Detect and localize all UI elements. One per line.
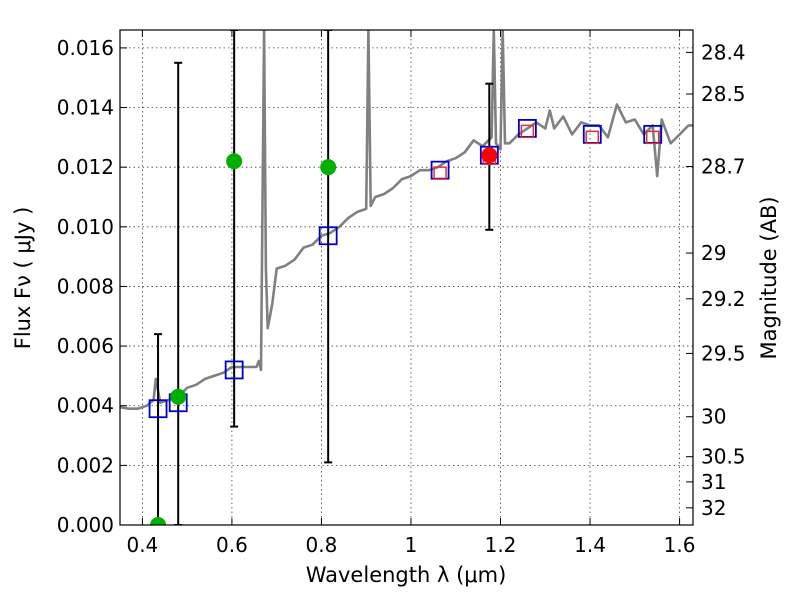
x-tick-label: 1.2 bbox=[485, 533, 517, 557]
photometry-point bbox=[226, 153, 243, 170]
y2-tick-label: 32 bbox=[701, 496, 726, 520]
x-tick-label: 0.8 bbox=[306, 533, 338, 557]
x-tick-label: 1 bbox=[405, 533, 418, 557]
model-flux-square bbox=[224, 360, 244, 380]
y2-axis-label: Magnitude (AB) bbox=[757, 196, 781, 359]
y-tick-label: 0.016 bbox=[57, 36, 114, 60]
x-tick-label: 0.4 bbox=[126, 533, 158, 557]
model-flux-square bbox=[148, 399, 168, 419]
plot-frame bbox=[119, 29, 694, 526]
y-tick-label: 0.004 bbox=[57, 394, 114, 418]
y2-tick-label: 28.4 bbox=[701, 40, 746, 64]
y2-tick-label: 30.5 bbox=[701, 445, 746, 469]
y-tick-label: 0.002 bbox=[57, 453, 114, 477]
sed-model-line bbox=[120, 30, 693, 411]
y2-tick-label: 31 bbox=[701, 470, 726, 494]
spectrum-flux-square bbox=[433, 166, 447, 180]
y-tick-label: 0.000 bbox=[57, 513, 114, 537]
y-axis-label: Flux Fν ( μJy ) bbox=[11, 207, 35, 350]
photometry-point bbox=[320, 159, 337, 176]
y-tick-label: 0.014 bbox=[57, 96, 114, 120]
x-tick-label: 1.6 bbox=[664, 533, 696, 557]
y2-tick-label: 29.2 bbox=[701, 287, 746, 311]
axis-ticks: 0.4 0.6 0.8 1 1.2 1.4 1.6 0.000 0.002 0.004 0.006 0… bbox=[57, 30, 746, 557]
model-flux-square bbox=[318, 226, 338, 246]
x-tick-label: 1.4 bbox=[574, 533, 606, 557]
x-axis-label: Wavelength λ (μm) bbox=[306, 563, 507, 587]
y-tick-label: 0.008 bbox=[57, 274, 114, 298]
y-tick-label: 0.010 bbox=[57, 215, 114, 239]
y-tick-label: 0.012 bbox=[57, 155, 114, 179]
y2-tick-label: 29.5 bbox=[701, 341, 746, 365]
x-tick-label: 0.6 bbox=[216, 533, 248, 557]
y-tick-label: 0.006 bbox=[57, 334, 114, 358]
photometry-point bbox=[150, 517, 167, 525]
y2-tick-label: 29 bbox=[701, 241, 726, 265]
grid-lines bbox=[120, 30, 693, 526]
y2-tick-label: 28.7 bbox=[701, 154, 746, 178]
photometry-point bbox=[170, 388, 187, 405]
data-series bbox=[120, 30, 693, 525]
spectrum-flux-square bbox=[520, 124, 535, 139]
detection-point bbox=[481, 147, 498, 164]
y2-tick-label: 30 bbox=[701, 405, 726, 429]
spectrum-flux-square bbox=[585, 130, 600, 145]
spectrum-flux-square bbox=[645, 130, 660, 145]
y2-tick-label: 28.5 bbox=[701, 82, 746, 106]
